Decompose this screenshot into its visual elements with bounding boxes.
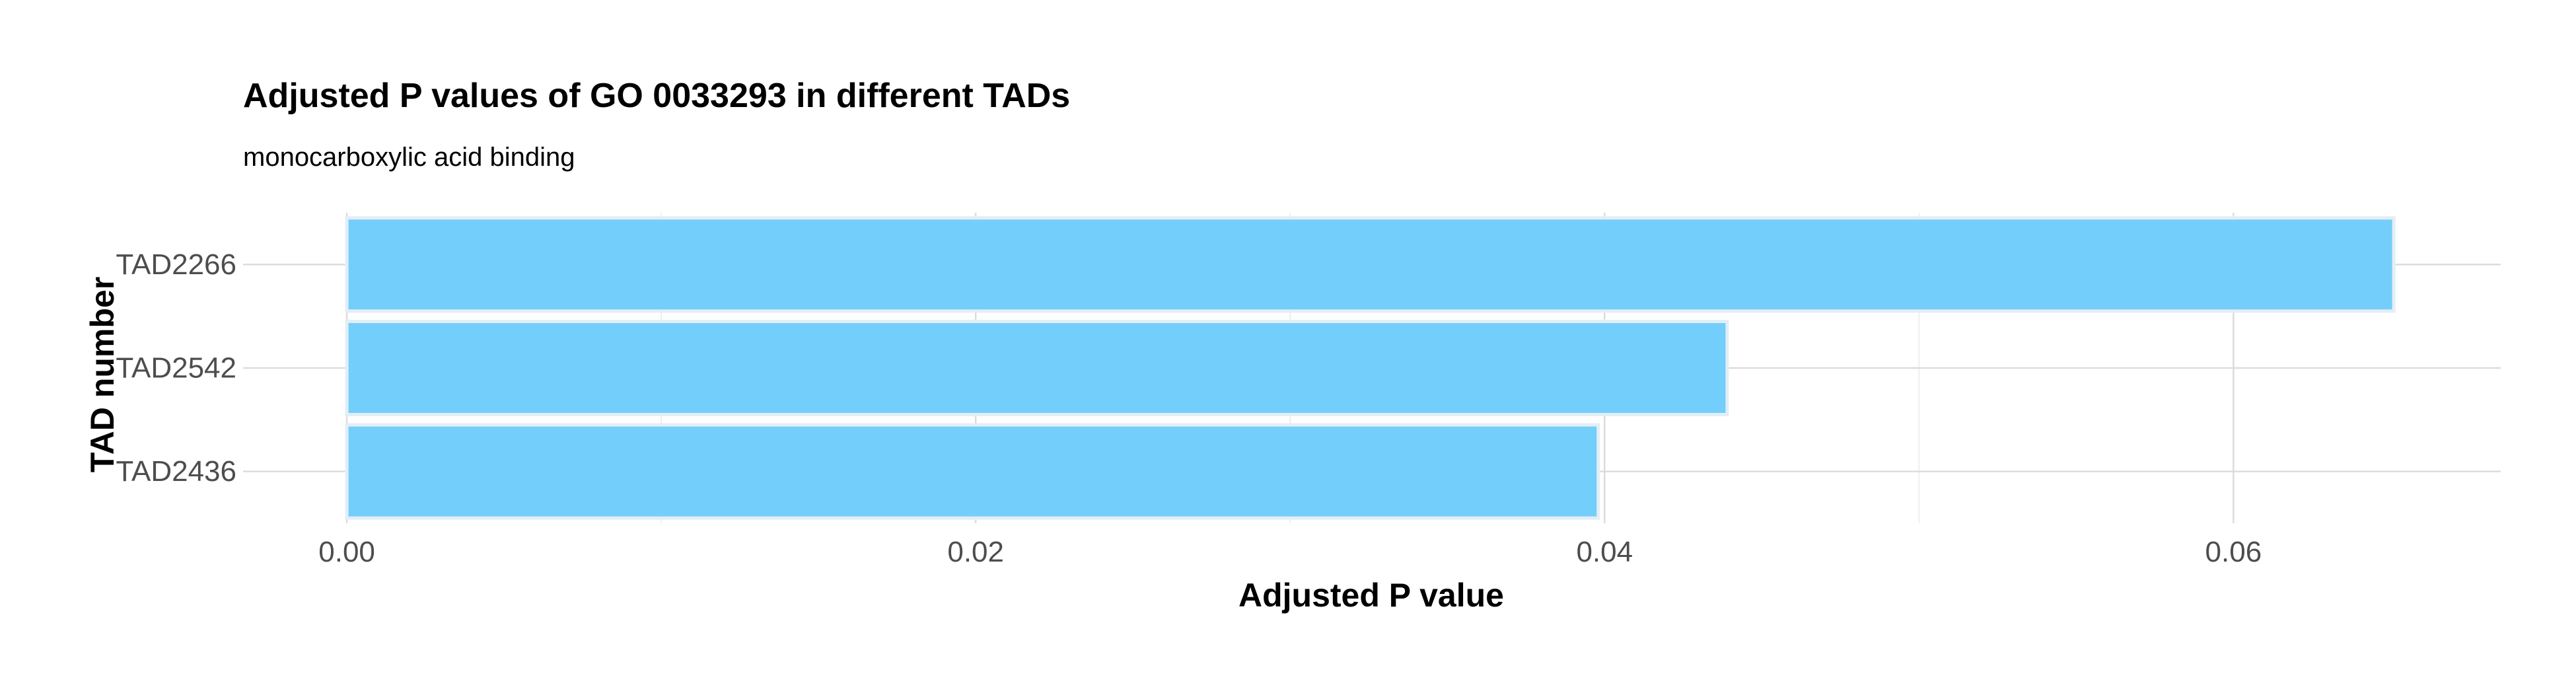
chart-subtitle: monocarboxylic acid binding [243,143,575,172]
chart-title: Adjusted P values of GO 0033293 in diffe… [243,77,1070,115]
y-tick-label: TAD2542 [116,352,236,385]
x-tick-label: 0.06 [2205,536,2262,568]
y-tick-label: TAD2266 [116,248,236,281]
y-tick-labels: TAD2266 TAD2542 TAD2436 [116,248,236,488]
y-axis-title: TAD number [84,277,121,472]
bar-layer [345,216,2396,520]
bar-tad2542 [345,320,1729,416]
bar-tad2436 [345,423,1600,520]
x-tick-label: 0.00 [318,536,375,568]
x-tick-labels: 0.00 0.02 0.04 0.06 [318,536,2262,568]
y-tick-label: TAD2436 [116,455,236,488]
x-tick-label: 0.02 [947,536,1004,568]
x-axis-title: Adjusted P value [1238,577,1504,614]
bar-tad2266 [345,216,2396,313]
x-tick-label: 0.04 [1576,536,1633,568]
